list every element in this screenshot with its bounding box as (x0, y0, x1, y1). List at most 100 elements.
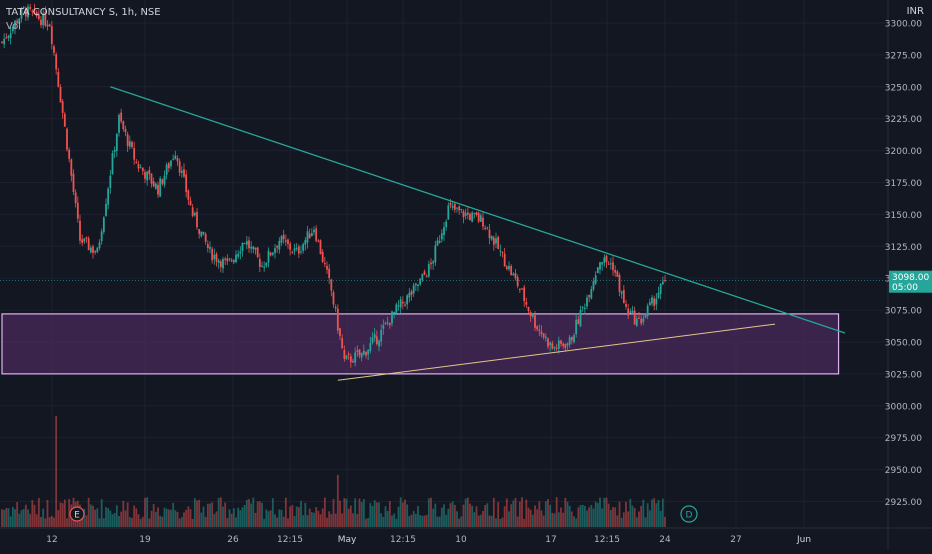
volume-bar (380, 513, 383, 527)
earnings-marker[interactable] (69, 506, 85, 522)
volume-bar (237, 507, 240, 527)
volume-bar (122, 500, 125, 527)
volume-bar (605, 497, 608, 527)
candle-body (646, 305, 649, 316)
volume-bar (339, 500, 341, 527)
candle-body (66, 128, 68, 150)
volume-bar (447, 508, 450, 527)
volume-bar (332, 499, 335, 527)
volume-bar (495, 518, 497, 527)
volume-bar (512, 500, 515, 527)
price-tick-label: 2975.00 (885, 434, 922, 444)
candle-body (81, 239, 84, 243)
candle-body (382, 325, 385, 329)
candle-body (479, 215, 482, 222)
candle-body (579, 310, 582, 327)
volume-bar (661, 498, 664, 527)
candle-body (191, 207, 194, 216)
candle-body (29, 6, 32, 10)
candle-body (243, 243, 246, 245)
volume-bar (315, 507, 318, 527)
volume-bar (386, 510, 389, 527)
candle-body (360, 352, 363, 358)
candle-body (224, 258, 227, 260)
candle-body (614, 270, 617, 273)
candle-body (586, 297, 588, 307)
candle-body (185, 174, 188, 192)
volume-bar (464, 498, 467, 527)
volume-bar (204, 516, 207, 527)
candle-body (40, 19, 42, 26)
candle-body (105, 203, 107, 217)
candle-body (456, 207, 458, 209)
support-zone[interactable] (1, 313, 840, 375)
candle-body (375, 336, 378, 344)
candle-body (343, 350, 346, 359)
candle-body (349, 356, 352, 363)
volume-bar (362, 499, 365, 527)
candle-body (157, 184, 159, 195)
volume-bar (254, 512, 257, 527)
candle-body (414, 283, 417, 286)
candle-body (417, 284, 419, 287)
volume-bar (191, 518, 194, 527)
volume-bar (63, 499, 66, 527)
candle-body (135, 161, 138, 163)
candle-body (16, 20, 19, 24)
volume-bar (304, 502, 307, 527)
volume-bar (20, 510, 23, 527)
volume-bar (581, 504, 584, 527)
volume-bar (417, 505, 419, 527)
candle-body (609, 263, 612, 265)
volume-bar (59, 502, 62, 527)
candle-body (5, 37, 8, 39)
volume-bar (96, 508, 99, 527)
volume-bar (53, 517, 55, 527)
candle-body (458, 206, 461, 211)
volume-bar (410, 514, 413, 527)
candle-body (657, 292, 660, 299)
candle-body (100, 231, 103, 242)
volume-bar (120, 511, 123, 527)
candle-body (202, 231, 205, 235)
volume-bar (393, 513, 396, 527)
candle-body (167, 163, 170, 169)
candle-body (408, 292, 411, 298)
candle-body (323, 263, 326, 265)
candle-body (87, 238, 90, 251)
price-axis[interactable]: 3300.00 3275.00 3250.00 3225.00 3200.00 3175.… (885, 0, 932, 550)
volume-bar (172, 502, 175, 527)
candle-body (48, 24, 51, 27)
volume-bar (196, 500, 198, 527)
candle-body (193, 213, 196, 216)
time-axis[interactable]: 12 19 26 12:15 May 12:15 10 17 12:15 24 27 Jun (0, 527, 932, 545)
volume-bar (287, 518, 289, 527)
candle-body (354, 352, 357, 363)
volume-bar (592, 508, 595, 527)
volume-bar (614, 507, 617, 527)
volume-bar (271, 498, 274, 527)
candle-body (490, 235, 493, 240)
candle-body (356, 350, 359, 352)
volume-bar (174, 510, 177, 527)
candle-body (616, 271, 619, 277)
candle-body (293, 248, 296, 251)
volume-bar (211, 502, 214, 527)
volume-bar (525, 499, 528, 527)
volume-bar (583, 505, 586, 527)
time-tick-label: 12:15 (277, 535, 303, 545)
volume-bar (607, 503, 610, 527)
dividend-marker[interactable] (680, 505, 698, 523)
candle-body (209, 246, 211, 249)
volume-bar (542, 515, 545, 527)
volume-bar (371, 505, 374, 527)
volume-bar (529, 509, 532, 527)
trendlines[interactable] (110, 86, 846, 381)
dividend-marker-label: D (686, 511, 693, 521)
volume-bar (265, 509, 268, 527)
candle-body (144, 172, 146, 179)
volume-bar (579, 505, 582, 527)
